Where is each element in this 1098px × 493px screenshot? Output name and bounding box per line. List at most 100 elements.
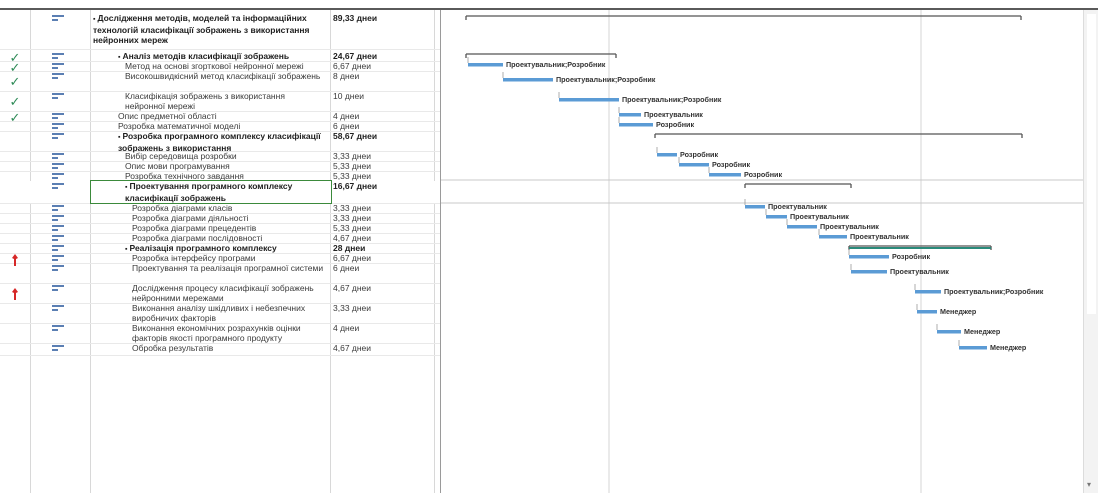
task-duration[interactable]: 89,33 днеи xyxy=(333,13,378,23)
task-row[interactable]: ▪ Проектування програмного комплексу клас… xyxy=(0,180,440,204)
task-name[interactable]: Класифікація зображень з використання не… xyxy=(125,91,326,111)
task-row[interactable]: ✓ Опис предметної області 4 днеи xyxy=(0,111,440,124)
task-duration[interactable]: 3,33 днеи xyxy=(333,203,372,213)
vertical-scrollbar[interactable]: ▾ xyxy=(1083,10,1098,493)
task-duration[interactable]: 4,67 днеи xyxy=(333,233,372,243)
task-duration[interactable]: 8 днеи xyxy=(333,71,360,81)
task-name[interactable]: ▪ Розробка програмного комплексу класифік… xyxy=(118,131,326,153)
scroll-down-arrow-icon[interactable]: ▾ xyxy=(1087,480,1092,489)
task-row[interactable]: Розробка математичної моделі 6 днеи xyxy=(0,121,440,132)
task-duration[interactable]: 16,67 днеи xyxy=(333,181,378,191)
task-name[interactable]: ▪ Дослідження методів, моделей та інформа… xyxy=(93,13,326,45)
task-name[interactable]: Проектування та реалізація програмної си… xyxy=(132,263,326,273)
task-row[interactable]: Розробка діаграми послідовності 4,67 днеи xyxy=(0,233,440,244)
resource-label: Проектувальник;Розробник xyxy=(506,60,606,69)
task-bar xyxy=(559,98,619,102)
task-name[interactable]: Розробка діаграми послідовності xyxy=(132,233,326,243)
task-bar xyxy=(619,113,641,117)
task-duration[interactable]: 4 днеи xyxy=(333,111,360,121)
task-name[interactable]: Опис мови програмування xyxy=(125,161,326,171)
task-name[interactable]: Виконання економічних розрахунків оцінки… xyxy=(132,323,326,343)
task-name-text: Дослідження процесу класифікації зображе… xyxy=(132,283,314,303)
task-row[interactable]: ✓ Класифікація зображень з використання н… xyxy=(0,91,440,112)
collapse-toggle-icon[interactable]: ▪ xyxy=(93,16,96,23)
task-duration[interactable]: 24,67 днеи xyxy=(333,51,378,61)
task-row[interactable]: Розробка діаграми прецедентів 5,33 днеи xyxy=(0,223,440,234)
resource-label: Розробник xyxy=(892,252,930,261)
task-duration[interactable]: 5,33 днеи xyxy=(333,161,372,171)
auto-schedule-icon xyxy=(52,305,64,311)
task-duration[interactable]: 28 днеи xyxy=(333,243,366,253)
task-bar xyxy=(937,330,961,334)
collapse-toggle-icon[interactable]: ▪ xyxy=(118,134,121,141)
task-duration[interactable]: 4,67 днеи xyxy=(333,343,372,353)
task-row[interactable]: ✓ ▪ Аналіз методів класифікації зображень 2… xyxy=(0,51,440,64)
task-row[interactable]: Виконання аналізу шкідливих і небезпечни… xyxy=(0,303,440,324)
task-name-text: Розробка діаграми класів xyxy=(132,203,233,213)
task-name[interactable]: Високошвидкісний метод класифікації зобр… xyxy=(125,71,326,81)
task-name[interactable]: Розробка математичної моделі xyxy=(118,121,326,131)
task-row[interactable]: Виконання економічних розрахунків оцінки… xyxy=(0,323,440,344)
task-row[interactable]: Розробка інтерфейсу програми 6,67 днеи xyxy=(0,253,440,266)
resource-label: Проектувальник xyxy=(644,110,703,119)
task-duration[interactable]: 6 днеи xyxy=(333,263,360,273)
task-name[interactable]: Розробка діаграми прецедентів xyxy=(132,223,326,233)
auto-schedule-icon xyxy=(52,173,64,179)
task-duration[interactable]: 5,33 днеи xyxy=(333,171,372,181)
auto-schedule-icon xyxy=(52,325,64,331)
task-name[interactable]: Виконання аналізу шкідливих і небезпечни… xyxy=(132,303,326,323)
resource-label: Проектувальник xyxy=(820,222,879,231)
task-row[interactable]: ✓ Метод на основі згорткової нейронної ме… xyxy=(0,61,440,74)
task-name[interactable]: ▪ Аналіз методів класифікації зображень xyxy=(118,51,326,63)
task-duration[interactable]: 3,33 днеи xyxy=(333,303,372,313)
task-row[interactable]: ▪ Дослідження методів, моделей та інформа… xyxy=(0,13,440,50)
task-row[interactable]: ▪ Розробка програмного комплексу класифік… xyxy=(0,131,440,153)
task-row[interactable]: Проектування та реалізація програмної си… xyxy=(0,263,440,284)
task-duration[interactable]: 5,33 днеи xyxy=(333,223,372,233)
task-name[interactable]: Розробка діаграми діяльності xyxy=(132,213,326,223)
task-duration[interactable]: 6,67 днеи xyxy=(333,61,372,71)
task-duration[interactable]: 4,67 днеи xyxy=(333,283,372,293)
task-name[interactable]: ▪ Проектування програмного комплексу клас… xyxy=(125,181,326,203)
task-name[interactable]: Опис предметної області xyxy=(118,111,326,121)
timescale-header xyxy=(0,0,1098,10)
auto-schedule-icon xyxy=(52,113,64,119)
task-name[interactable]: Розробка інтерфейсу програми xyxy=(132,253,326,263)
task-name-text: Реалізація програмного комплексу xyxy=(129,243,277,253)
task-row[interactable]: Опис мови програмування 5,33 днеи xyxy=(0,161,440,172)
task-name[interactable]: ▪ Реалізація програмного комплексу xyxy=(125,243,326,255)
task-name[interactable]: Розробка діаграми класів xyxy=(132,203,326,213)
collapse-toggle-icon[interactable]: ▪ xyxy=(125,184,128,191)
task-row[interactable]: Вибір середовища розробки 3,33 днеи xyxy=(0,151,440,162)
task-row[interactable]: Розробка діаграми класів 3,33 днеи xyxy=(0,203,440,214)
task-duration[interactable]: 4 днеи xyxy=(333,323,360,333)
task-name[interactable]: Обробка результатів xyxy=(132,343,326,353)
task-duration[interactable]: 6,67 днеи xyxy=(333,253,372,263)
deadline-pin-icon xyxy=(11,287,19,300)
task-row[interactable]: Дослідження процесу класифікації зображе… xyxy=(0,283,440,304)
task-name[interactable]: Розробка технічного завдання xyxy=(125,171,326,181)
task-name-text: Обробка результатів xyxy=(132,343,214,353)
task-name[interactable]: Дослідження процесу класифікації зображе… xyxy=(132,283,326,303)
gantt-chart[interactable]: Проектувальник;Розробник Проектувальник;Р… xyxy=(441,10,1083,493)
task-bar xyxy=(679,163,709,167)
task-duration[interactable]: 6 днеи xyxy=(333,121,360,131)
resource-label: Менеджер xyxy=(964,327,1001,336)
task-row[interactable]: ✓ Високошвидкісний метод класифікації зоб… xyxy=(0,71,440,92)
resource-label: Проектувальник xyxy=(768,202,827,211)
scrollbar-thumb[interactable] xyxy=(1087,14,1096,314)
task-name-column xyxy=(90,10,331,493)
resource-label: Розробник xyxy=(744,170,782,179)
task-row[interactable]: ▪ Реалізація програмного комплексу 28 днеи xyxy=(0,243,440,254)
collapse-toggle-icon[interactable]: ▪ xyxy=(125,246,128,253)
task-duration[interactable]: 10 днеи xyxy=(333,91,364,101)
task-name[interactable]: Вибір середовища розробки xyxy=(125,151,326,161)
task-row[interactable]: Розробка діаграми діяльності 3,33 днеи xyxy=(0,213,440,224)
task-duration[interactable]: 58,67 днеи xyxy=(333,131,378,141)
auto-schedule-icon xyxy=(52,183,64,189)
task-row[interactable]: Обробка результатів 4,67 днеи xyxy=(0,343,440,356)
task-duration[interactable]: 3,33 днеи xyxy=(333,213,372,223)
collapse-toggle-icon[interactable]: ▪ xyxy=(118,54,121,61)
task-name[interactable]: Метод на основі згорткової нейронної мер… xyxy=(125,61,326,71)
task-duration[interactable]: 3,33 днеи xyxy=(333,151,372,161)
